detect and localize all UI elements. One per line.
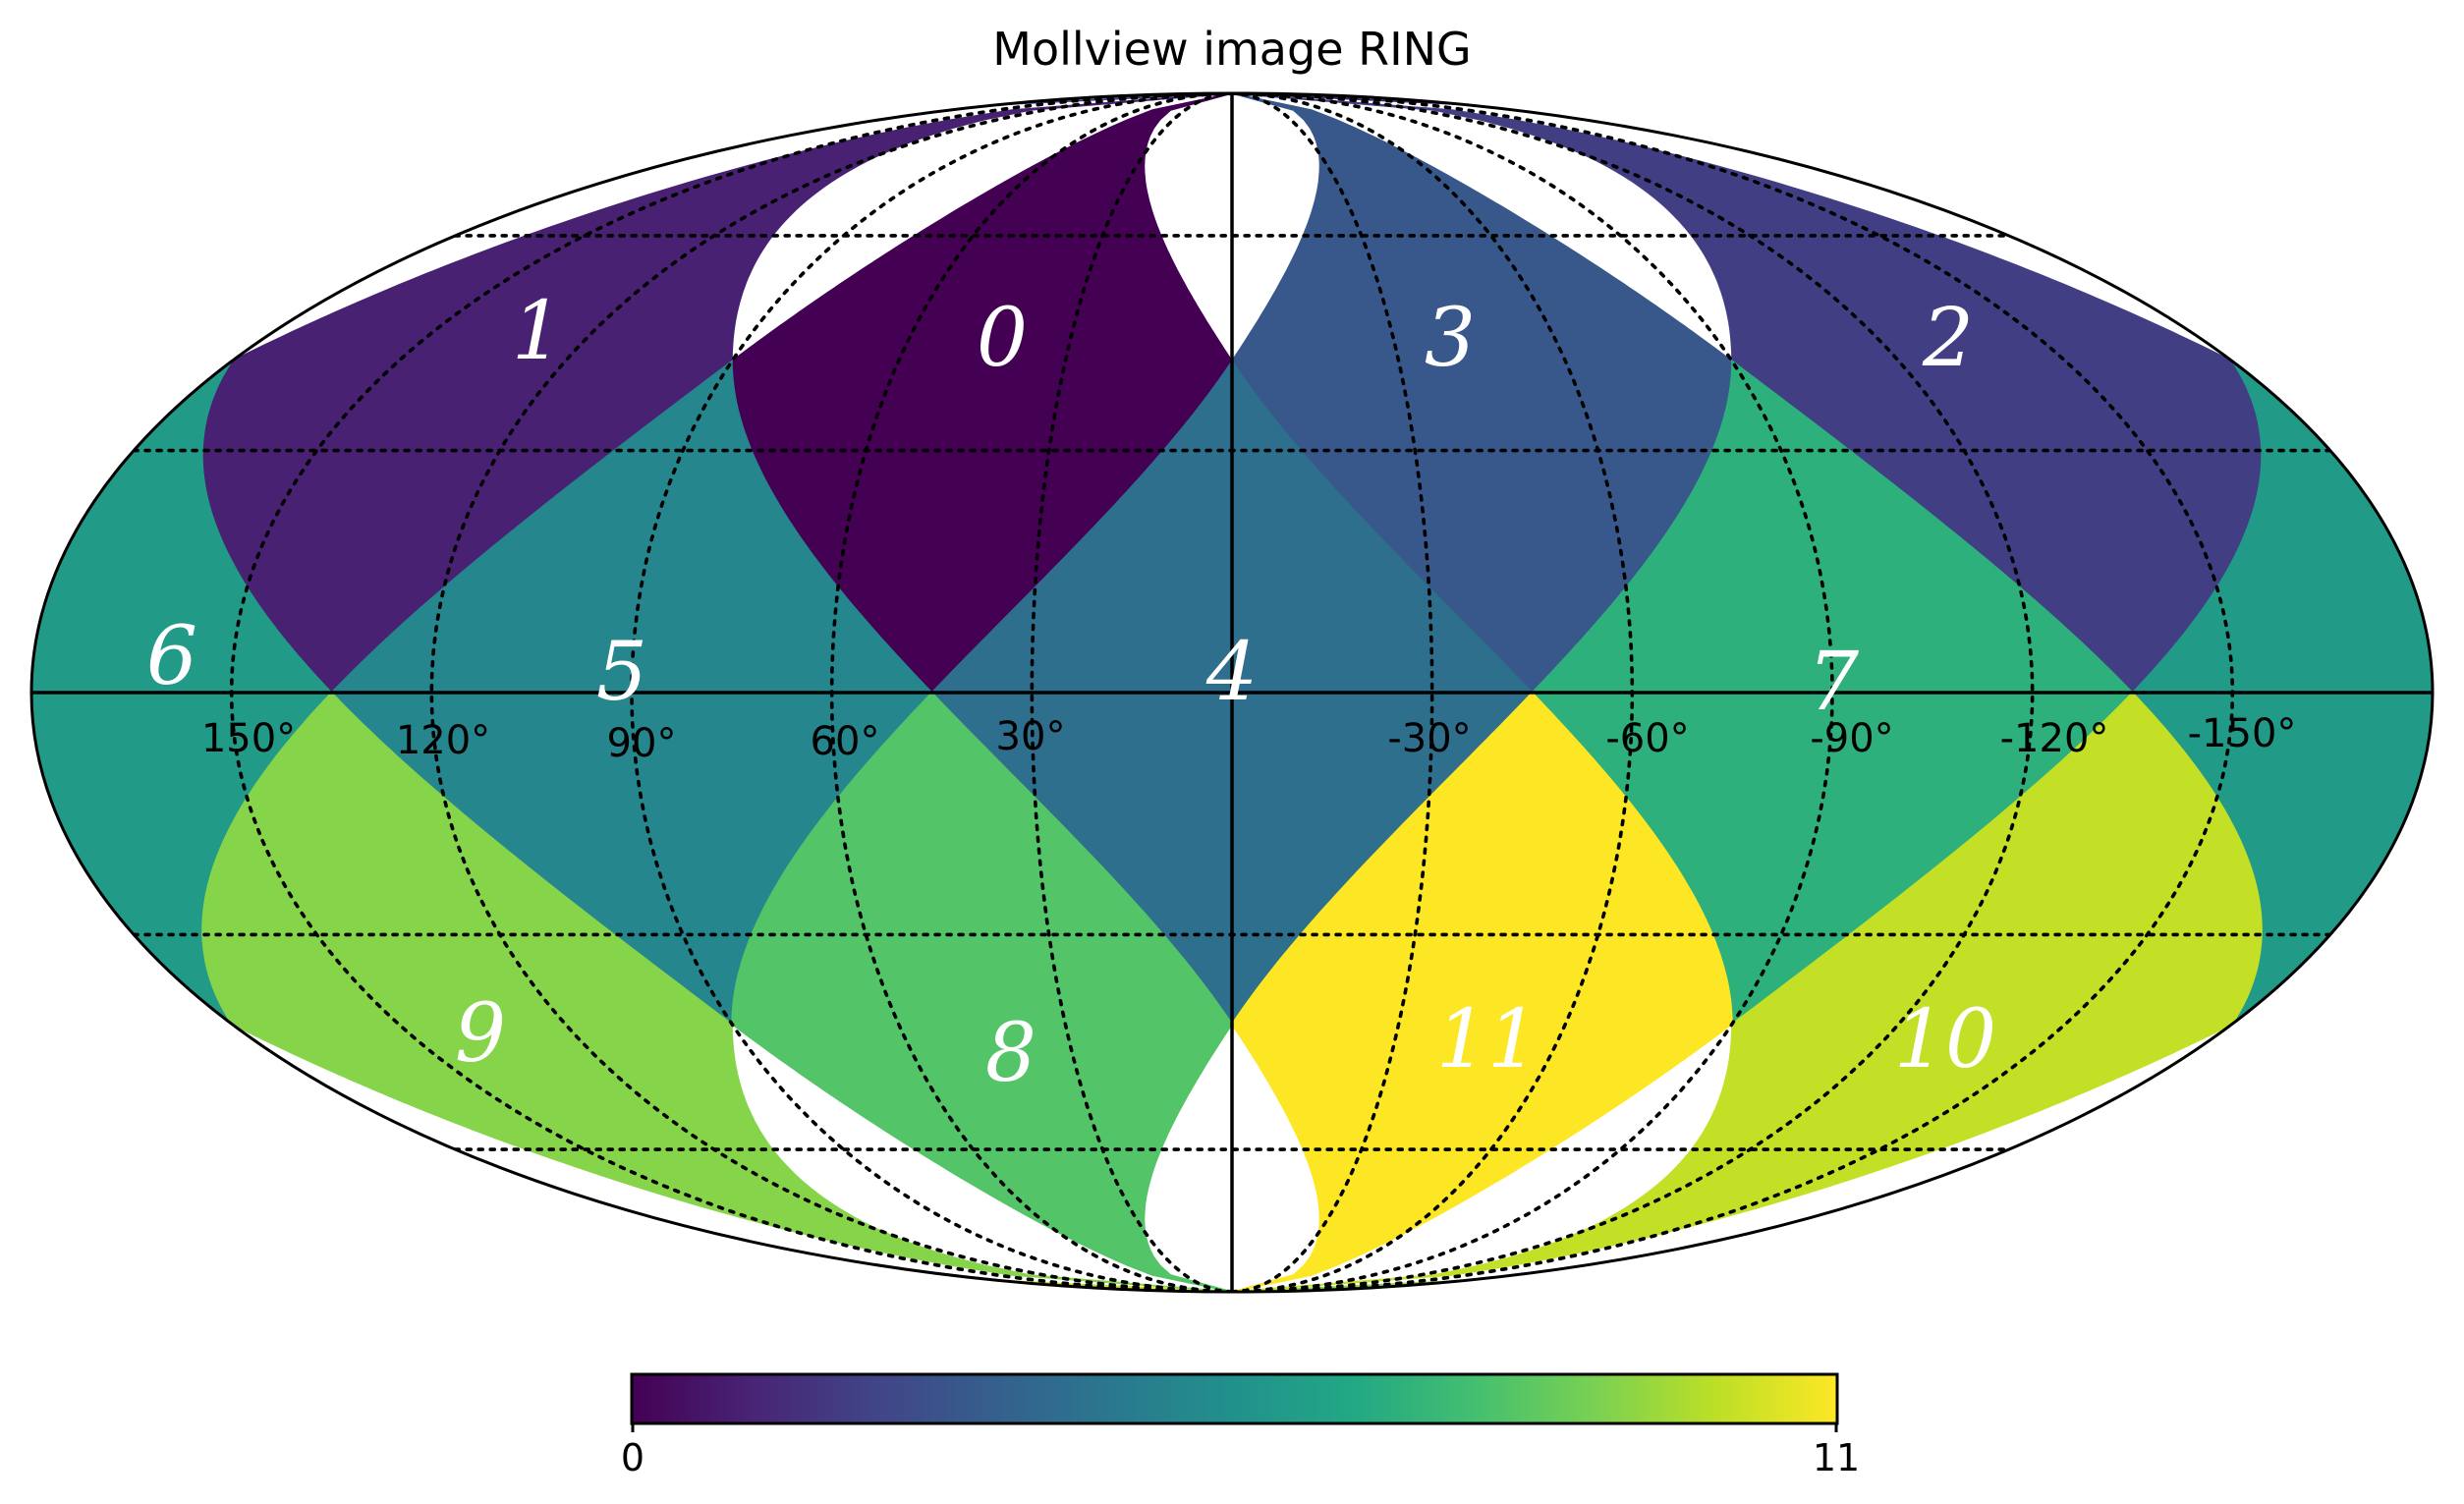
lon-label-minus30: -30° bbox=[1387, 716, 1471, 761]
face-label-7: 7 bbox=[1808, 636, 1860, 729]
face-label-5: 5 bbox=[596, 626, 647, 719]
lon-label-90: 90° bbox=[607, 721, 677, 766]
longitude-labels: 150° 120° 90° 60° 30° -30° -60° -90° -12… bbox=[201, 711, 2297, 766]
map-outline bbox=[29, 91, 2435, 1294]
face-label-3: 3 bbox=[1425, 292, 1476, 385]
map-title: Mollview image RING bbox=[992, 23, 1471, 76]
face-label-0: 0 bbox=[977, 292, 1028, 385]
lon-label-minus150: -150° bbox=[2188, 711, 2297, 756]
lon-label-60: 60° bbox=[811, 719, 880, 764]
face-label-9: 9 bbox=[455, 987, 506, 1081]
face-label-4: 4 bbox=[1205, 626, 1258, 719]
meridian-line bbox=[1230, 93, 2035, 1292]
lon-label-30: 30° bbox=[996, 714, 1066, 759]
face-label-11: 11 bbox=[1436, 993, 1539, 1086]
lon-label-120: 120° bbox=[396, 718, 490, 763]
face-label-10: 10 bbox=[1894, 993, 1996, 1086]
face-label-6: 6 bbox=[146, 610, 197, 703]
colorbar-min-label: 0 bbox=[621, 1436, 644, 1479]
colorbar-max-label: 11 bbox=[1813, 1436, 1860, 1479]
face-label-1: 1 bbox=[512, 285, 563, 378]
face-label-2: 2 bbox=[1922, 292, 1974, 385]
colorbar-gradient bbox=[630, 1372, 1839, 1425]
lon-label-minus60: -60° bbox=[1605, 716, 1689, 761]
face-label-8: 8 bbox=[985, 1007, 1036, 1100]
lon-label-minus90: -90° bbox=[1810, 716, 1893, 761]
lon-label-minus120: -120° bbox=[2000, 716, 2109, 761]
lon-label-150: 150° bbox=[201, 716, 296, 761]
face-labels: 0 1 2 3 4 5 6 7 8 9 10 11 bbox=[146, 285, 1996, 1100]
colorbar: 0 11 bbox=[621, 1372, 1860, 1479]
